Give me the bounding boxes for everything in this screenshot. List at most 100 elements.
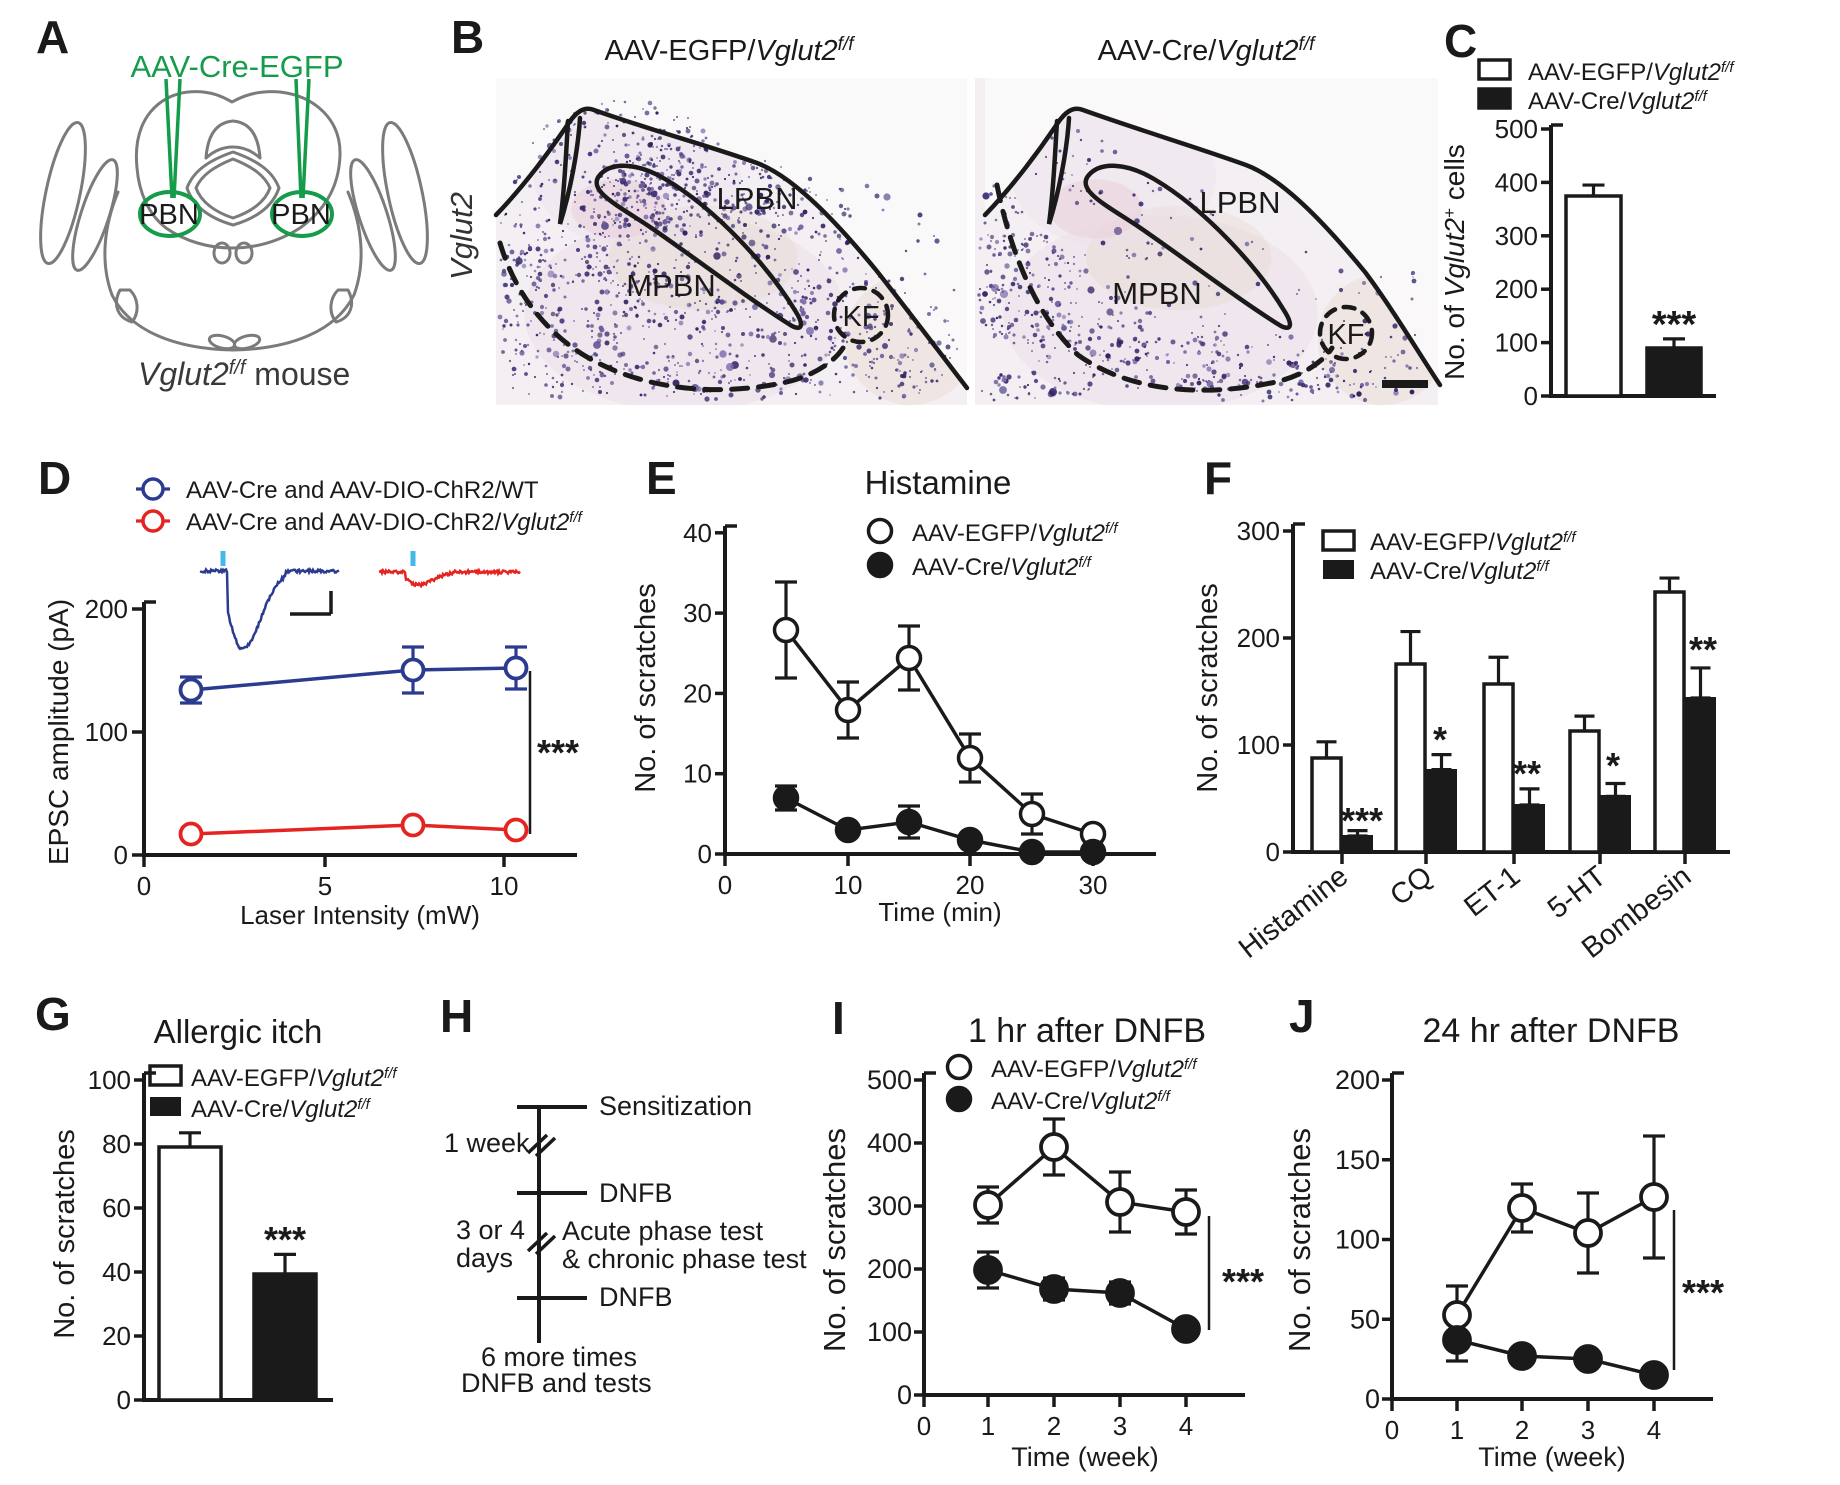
- svg-text:***: ***: [1682, 1272, 1724, 1313]
- svg-text:300: 300: [1237, 516, 1280, 546]
- svg-text:200: 200: [1495, 274, 1538, 304]
- svg-text:1: 1: [981, 1411, 995, 1441]
- svg-text:AAV-Cre/Vglut2f/f: AAV-Cre/Vglut2f/f: [991, 1088, 1172, 1116]
- svg-text:0: 0: [117, 1385, 131, 1415]
- svg-text:AAV-Cre and AAV-DIO-ChR2/WT: AAV-Cre and AAV-DIO-ChR2/WT: [186, 477, 539, 504]
- svg-text:& chronic phase test: & chronic phase test: [562, 1244, 807, 1274]
- svg-text:4: 4: [1179, 1411, 1193, 1441]
- svg-text:50: 50: [1350, 1304, 1380, 1334]
- svg-text:H: H: [440, 990, 473, 1042]
- svg-text:PBN: PBN: [271, 199, 331, 231]
- svg-text:20: 20: [956, 870, 985, 900]
- svg-text:MPBN: MPBN: [1112, 276, 1202, 311]
- svg-text:5: 5: [318, 871, 332, 901]
- svg-text:**: **: [1513, 753, 1541, 794]
- svg-text:100: 100: [1495, 328, 1538, 358]
- svg-text:200: 200: [1237, 623, 1280, 653]
- svg-text:KF: KF: [1327, 319, 1364, 351]
- svg-text:AAV-EGFP/Vglut2f/f: AAV-EGFP/Vglut2f/f: [604, 34, 855, 68]
- svg-text:AAV-Cre/Vglut2f/f: AAV-Cre/Vglut2f/f: [1528, 88, 1709, 116]
- svg-text:0: 0: [1266, 837, 1280, 867]
- svg-text:100: 100: [88, 1065, 131, 1095]
- svg-text:0: 0: [114, 840, 128, 870]
- svg-text:I: I: [832, 992, 845, 1044]
- svg-text:MPBN: MPBN: [626, 268, 716, 303]
- svg-text:150: 150: [1335, 1145, 1380, 1175]
- svg-text:0: 0: [917, 1411, 931, 1441]
- svg-text:20: 20: [683, 678, 712, 708]
- svg-text:0: 0: [1385, 1415, 1399, 1445]
- svg-text:200: 200: [85, 594, 128, 624]
- svg-text:1 hr after DNFB: 1 hr after DNFB: [968, 1012, 1206, 1050]
- svg-text:0: 0: [137, 871, 151, 901]
- svg-text:AAV-EGFP/Vglut2f/f: AAV-EGFP/Vglut2f/f: [991, 1056, 1198, 1084]
- svg-text:AAV-EGFP/Vglut2f/f: AAV-EGFP/Vglut2f/f: [191, 1065, 398, 1093]
- svg-text:D: D: [38, 452, 71, 504]
- svg-text:AAV-EGFP/Vglut2f/f: AAV-EGFP/Vglut2f/f: [1370, 529, 1577, 557]
- svg-text:0: 0: [1524, 381, 1538, 411]
- svg-text:F: F: [1204, 452, 1232, 504]
- svg-text:A: A: [36, 11, 69, 63]
- svg-text:***: ***: [537, 732, 579, 773]
- svg-text:1 week: 1 week: [444, 1128, 530, 1158]
- svg-text:No. of scratches: No. of scratches: [630, 583, 662, 793]
- svg-text:200: 200: [1335, 1065, 1380, 1095]
- svg-text:G: G: [35, 988, 71, 1040]
- svg-text:Acute phase test: Acute phase test: [562, 1216, 764, 1246]
- svg-text:Laser Intensity (mW): Laser Intensity (mW): [240, 900, 480, 930]
- svg-text:100: 100: [867, 1317, 912, 1347]
- svg-text:No. of Vglut2+ cells: No. of Vglut2+ cells: [1439, 144, 1470, 380]
- svg-text:500: 500: [1495, 114, 1538, 144]
- svg-text:Allergic itch: Allergic itch: [154, 1013, 323, 1050]
- svg-text:80: 80: [102, 1129, 131, 1159]
- svg-text:***: ***: [1652, 304, 1697, 346]
- svg-text:No. of scratches: No. of scratches: [1192, 583, 1224, 793]
- svg-text:10: 10: [490, 871, 519, 901]
- svg-text:400: 400: [1495, 167, 1538, 197]
- svg-text:Time (week): Time (week): [1478, 1442, 1626, 1472]
- svg-text:100: 100: [85, 717, 128, 747]
- svg-text:3 or 4: 3 or 4: [456, 1215, 525, 1245]
- svg-text:days: days: [456, 1243, 513, 1273]
- svg-text:Vglut2: Vglut2: [444, 192, 479, 280]
- svg-text:LPBN: LPBN: [1200, 185, 1281, 220]
- svg-text:DNFB and tests: DNFB and tests: [461, 1368, 652, 1398]
- svg-text:40: 40: [683, 518, 712, 548]
- svg-text:*: *: [1606, 745, 1620, 786]
- svg-text:6 more times: 6 more times: [481, 1342, 637, 1372]
- svg-text:AAV-Cre/Vglut2f/f: AAV-Cre/Vglut2f/f: [191, 1096, 372, 1124]
- svg-text:400: 400: [867, 1128, 912, 1158]
- svg-text:B: B: [451, 11, 484, 63]
- svg-text:100: 100: [1335, 1225, 1380, 1255]
- svg-text:AAV-Cre/Vglut2f/f: AAV-Cre/Vglut2f/f: [912, 554, 1093, 582]
- svg-text:0: 0: [897, 1380, 912, 1410]
- svg-text:AAV-Cre/Vglut2f/f: AAV-Cre/Vglut2f/f: [1098, 34, 1317, 68]
- svg-text:AAV-EGFP/Vglut2f/f: AAV-EGFP/Vglut2f/f: [1528, 59, 1735, 87]
- svg-text:Time (week): Time (week): [1011, 1442, 1159, 1472]
- svg-text:LPBN: LPBN: [717, 181, 798, 216]
- svg-text:Vglut2f/f mouse: Vglut2f/f mouse: [138, 356, 350, 392]
- svg-text:3: 3: [1113, 1411, 1127, 1441]
- svg-text:No. of scratches: No. of scratches: [1282, 1128, 1317, 1352]
- svg-text:DNFB: DNFB: [599, 1178, 673, 1208]
- svg-text:AAV-Cre-EGFP: AAV-Cre-EGFP: [130, 49, 343, 84]
- svg-text:200: 200: [867, 1254, 912, 1284]
- svg-text:300: 300: [1495, 221, 1538, 251]
- svg-text:0: 0: [1365, 1384, 1380, 1414]
- svg-text:4: 4: [1647, 1415, 1661, 1445]
- svg-text:2: 2: [1515, 1415, 1529, 1445]
- svg-text:Sensitization: Sensitization: [599, 1091, 752, 1121]
- svg-text:AAV-EGFP/Vglut2f/f: AAV-EGFP/Vglut2f/f: [912, 520, 1119, 548]
- svg-text:No. of scratches: No. of scratches: [817, 1128, 852, 1352]
- svg-text:C: C: [1444, 15, 1477, 67]
- svg-text:40: 40: [102, 1257, 131, 1287]
- svg-text:***: ***: [1222, 1261, 1264, 1302]
- svg-text:**: **: [1689, 629, 1717, 670]
- svg-text:30: 30: [1079, 870, 1108, 900]
- svg-text:300: 300: [867, 1191, 912, 1221]
- svg-text:1: 1: [1450, 1415, 1464, 1445]
- svg-text:3: 3: [1581, 1415, 1595, 1445]
- svg-text:PBN: PBN: [139, 199, 199, 231]
- svg-text:20: 20: [102, 1321, 131, 1351]
- svg-text:***: ***: [1341, 800, 1383, 841]
